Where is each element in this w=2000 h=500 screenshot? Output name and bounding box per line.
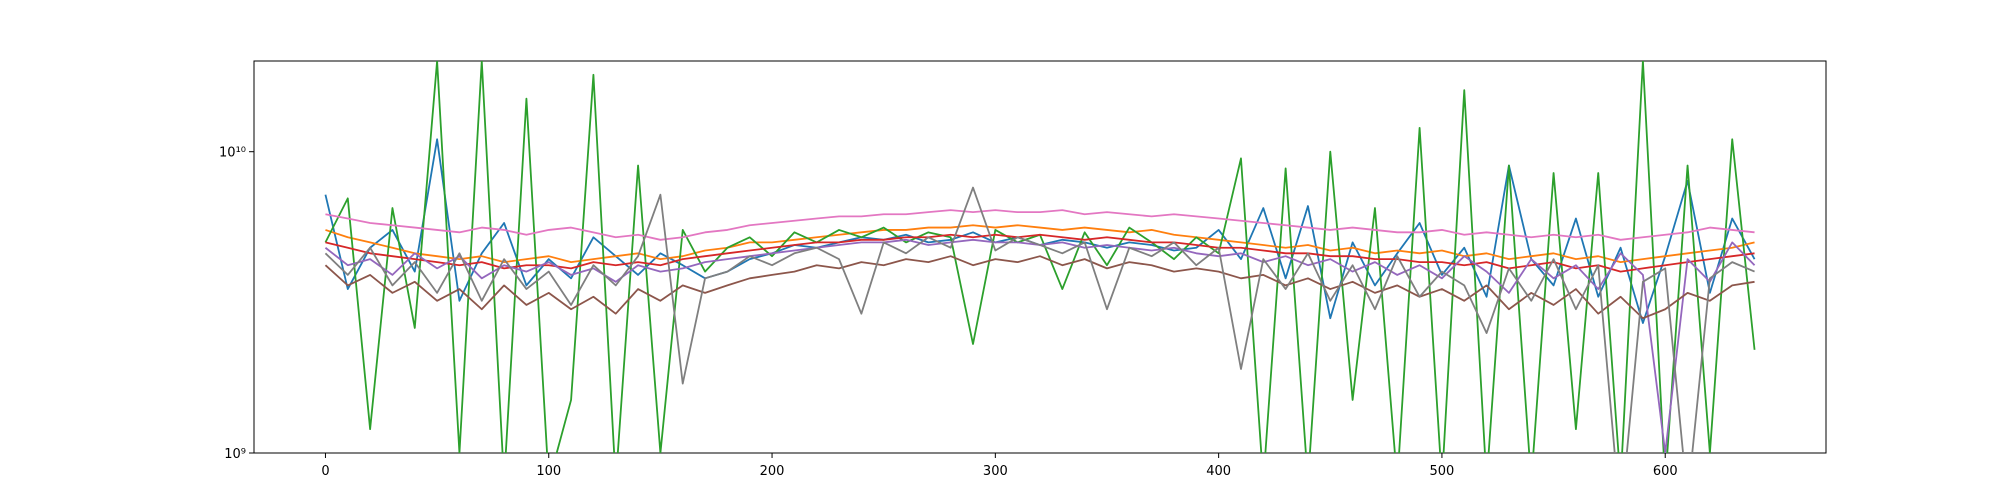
series-line (324, 186, 1755, 453)
y-tick-label: 10⁹ (224, 447, 246, 462)
y-tick-label: 10¹⁰ (219, 146, 246, 161)
x-tick-label: 600 (1653, 464, 1678, 479)
series-line (324, 61, 1756, 453)
x-tick-label: 0 (321, 464, 329, 479)
x-tick-label: 300 (983, 464, 1008, 479)
x-tick-label: 100 (536, 464, 561, 479)
series-line (325, 209, 1755, 241)
lines (324, 61, 1756, 453)
series-line (324, 255, 1755, 320)
plot-frame (253, 60, 1827, 454)
x-tick-label: 200 (760, 464, 785, 479)
x-tick-label: 400 (1206, 464, 1231, 479)
series-line (325, 233, 1755, 273)
x-tick-label: 500 (1430, 464, 1455, 479)
series-line (325, 224, 1755, 264)
